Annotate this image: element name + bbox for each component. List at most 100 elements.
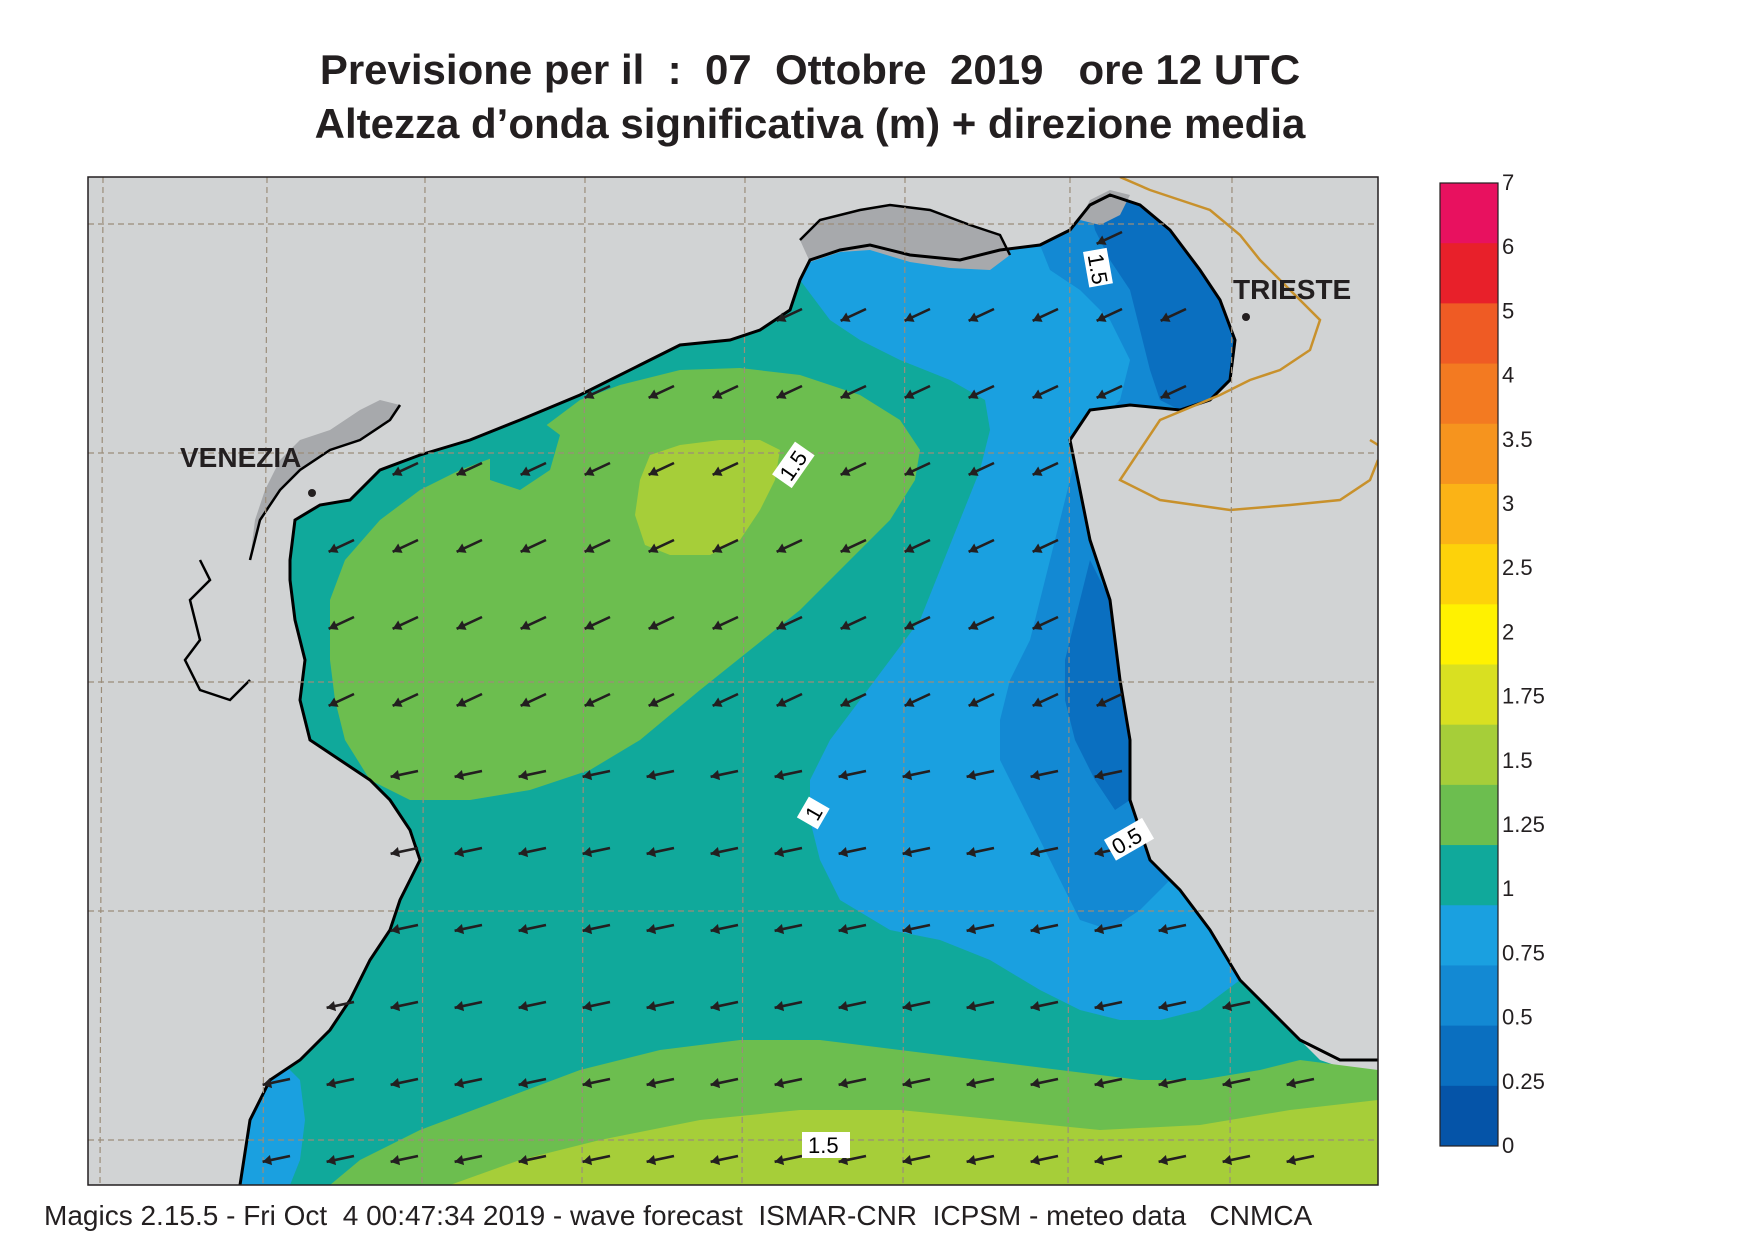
wave-zone-lido	[490, 420, 560, 490]
wave-direction-arrowhead	[904, 620, 915, 630]
wave-direction-arrowhead	[1158, 1000, 1169, 1012]
wave-direction-arrowhead	[1030, 1154, 1041, 1166]
wave-direction-arrowhead	[902, 923, 913, 935]
wave-direction-arrowhead	[648, 697, 659, 707]
colorbar-swatch	[1440, 243, 1498, 304]
wave-direction-arrowhead	[646, 1077, 657, 1089]
wave-direction-arrowhead	[840, 312, 851, 322]
wave-direction-arrowhead	[1222, 1154, 1233, 1166]
wave-direction-arrowhead	[584, 543, 595, 553]
city-marker-icon	[1242, 313, 1250, 321]
colorbar-label: 1	[1502, 876, 1514, 901]
colorbar-swatch	[1440, 183, 1498, 244]
wave-direction-arrowhead	[584, 466, 595, 476]
wave-direction-arrowhead	[838, 923, 849, 935]
colorbar-label: 0.5	[1502, 1005, 1533, 1030]
wave-direction-arrowhead	[584, 697, 595, 707]
colorbar-label: 6	[1502, 234, 1514, 259]
wave-direction-arrowhead	[838, 846, 849, 858]
colorbar-swatch	[1440, 965, 1498, 1027]
wave-direction-arrowhead	[776, 620, 787, 630]
wave-direction-arrowhead	[456, 543, 467, 553]
wave-direction-arrowhead	[584, 620, 595, 630]
wave-direction-arrowhead	[712, 697, 723, 707]
wave-direction-arrowhead	[966, 923, 977, 935]
wave-direction-arrowhead	[454, 1000, 465, 1012]
wave-direction-arrowhead	[966, 1000, 977, 1012]
city-label-venezia: VENEZIA	[180, 442, 301, 473]
wave-direction-arrowhead	[456, 697, 467, 707]
wave-direction-arrowhead	[1030, 923, 1041, 935]
wave-direction-arrowhead	[838, 1000, 849, 1012]
wave-direction-arrowhead	[904, 466, 915, 476]
wave-direction-arrowhead	[776, 697, 787, 707]
wave-direction-arrowhead	[776, 312, 787, 322]
wave-direction-arrowhead	[710, 769, 721, 781]
wave-direction-arrowhead	[838, 1077, 849, 1089]
wave-direction-arrowhead	[1096, 235, 1107, 245]
wave-direction-arrowhead	[968, 312, 979, 322]
wave-direction-arrowhead	[712, 543, 723, 553]
wave-direction-arrowhead	[392, 543, 403, 553]
wave-direction-arrowhead	[1030, 846, 1041, 858]
wave-direction-arrowhead	[392, 466, 403, 476]
wave-direction-arrowhead	[646, 846, 657, 858]
wave-zone-025-05	[1090, 195, 1235, 410]
wave-direction-arrowhead	[1030, 769, 1041, 781]
wave-direction-arrowhead	[646, 769, 657, 781]
colorbar-swatch	[1440, 1085, 1498, 1147]
colorbar-label: 5	[1502, 298, 1514, 323]
footer-credits: Magics 2.15.5 - Fri Oct 4 00:47:34 2019 …	[44, 1200, 1313, 1231]
city-label-trieste: TRIESTE	[1233, 274, 1351, 305]
wave-direction-arrowhead	[454, 923, 465, 935]
wave-direction-arrowhead	[584, 389, 595, 399]
wave-direction-arrowhead	[712, 466, 723, 476]
wave-direction-arrowhead	[648, 466, 659, 476]
colorbar-label: 0.25	[1502, 1069, 1545, 1094]
wave-direction-arrowhead	[1158, 923, 1169, 935]
wave-direction-arrowhead	[326, 1077, 337, 1089]
wave-direction-arrowhead	[1160, 389, 1171, 399]
wave-direction-arrowhead	[710, 1077, 721, 1089]
border-south	[1369, 438, 1378, 447]
wave-direction-arrowhead	[648, 389, 659, 399]
wave-direction-arrowhead	[774, 1154, 785, 1166]
contour-label: 1.5	[802, 1132, 850, 1158]
wave-direction-arrowhead	[1094, 1000, 1105, 1012]
wave-direction-arrowhead	[902, 846, 913, 858]
wave-direction-arrowhead	[902, 769, 913, 781]
wave-direction-arrowhead	[582, 1077, 593, 1089]
wave-direction-arrowhead	[648, 620, 659, 630]
wave-direction-arrowhead	[582, 1000, 593, 1012]
wave-direction-arrowhead	[454, 1154, 465, 1166]
wave-direction-arrowhead	[1160, 312, 1171, 322]
map-frame	[87, 176, 1379, 1186]
graticule	[88, 177, 1378, 1185]
colorbar-label: 1.25	[1502, 812, 1545, 837]
colorbar-label: 0.75	[1502, 940, 1545, 965]
wave-direction-arrowhead	[774, 1077, 785, 1089]
map-subtitle: Altezza d’onda significativa (m) + direz…	[314, 100, 1306, 147]
wave-direction-arrowhead	[390, 846, 401, 858]
wave-direction-arrowhead	[1094, 1154, 1105, 1166]
wave-direction-arrowhead	[1222, 1077, 1233, 1089]
colorbar-swatch	[1440, 363, 1498, 425]
wave-direction-arrowhead	[326, 1000, 337, 1012]
wave-direction-arrowhead	[904, 697, 915, 707]
colorbar-label: 1.75	[1502, 684, 1545, 709]
wave-direction-arrowhead	[774, 1000, 785, 1012]
friuli-land	[88, 177, 1378, 1185]
wave-direction-arrowhead	[1030, 1077, 1041, 1089]
wave-direction-arrowhead	[1094, 846, 1105, 858]
wave-direction-arrowhead	[1032, 466, 1043, 476]
wave-direction-arrowhead	[1094, 1077, 1105, 1089]
wave-direction-arrowhead	[968, 466, 979, 476]
wave-direction-arrowhead	[456, 620, 467, 630]
contour-label-text: 1.5	[1083, 252, 1113, 286]
wave-direction-arrowhead	[1286, 1154, 1297, 1166]
wave-direction-arrowhead	[710, 846, 721, 858]
wave-direction-arrowhead	[1032, 543, 1043, 553]
wave-direction-arrowhead	[1096, 697, 1107, 707]
wave-direction-arrowhead	[902, 1077, 913, 1089]
